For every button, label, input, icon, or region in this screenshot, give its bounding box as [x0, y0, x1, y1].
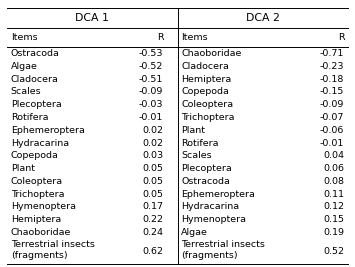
- Text: Items: Items: [181, 33, 208, 42]
- Text: -0.06: -0.06: [320, 126, 344, 135]
- Text: 0.02: 0.02: [142, 126, 163, 135]
- Text: -0.09: -0.09: [139, 88, 163, 96]
- Text: 0.05: 0.05: [142, 190, 163, 199]
- Text: Chaoboridae: Chaoboridae: [11, 228, 71, 237]
- Text: -0.71: -0.71: [320, 49, 344, 58]
- Text: -0.53: -0.53: [139, 49, 163, 58]
- Text: -0.01: -0.01: [139, 113, 163, 122]
- Text: Plant: Plant: [11, 164, 35, 173]
- Text: 0.04: 0.04: [323, 151, 344, 160]
- Text: 0.24: 0.24: [142, 228, 163, 237]
- Text: Trichoptera: Trichoptera: [181, 113, 235, 122]
- Text: Ostracoda: Ostracoda: [11, 49, 60, 58]
- Text: -0.07: -0.07: [320, 113, 344, 122]
- Text: Hymenoptera: Hymenoptera: [11, 202, 76, 211]
- Text: Chaoboridae: Chaoboridae: [181, 49, 241, 58]
- Text: Terrestrial insects
(fragments): Terrestrial insects (fragments): [11, 240, 94, 260]
- Text: 0.12: 0.12: [323, 202, 344, 211]
- Text: DCA 1: DCA 1: [75, 13, 109, 23]
- Text: 0.19: 0.19: [323, 228, 344, 237]
- Text: Plecoptera: Plecoptera: [11, 100, 61, 109]
- Text: -0.52: -0.52: [139, 62, 163, 71]
- Text: Cladocera: Cladocera: [181, 62, 229, 71]
- Text: -0.09: -0.09: [320, 100, 344, 109]
- Text: Plecoptera: Plecoptera: [181, 164, 232, 173]
- Text: -0.18: -0.18: [320, 75, 344, 84]
- Text: -0.23: -0.23: [320, 62, 344, 71]
- Text: -0.15: -0.15: [320, 88, 344, 96]
- Text: Algae: Algae: [11, 62, 38, 71]
- Text: Coleoptera: Coleoptera: [181, 100, 233, 109]
- Text: Copepoda: Copepoda: [181, 88, 229, 96]
- Text: 0.05: 0.05: [142, 177, 163, 186]
- Text: Copepoda: Copepoda: [11, 151, 59, 160]
- Text: -0.03: -0.03: [139, 100, 163, 109]
- Text: R: R: [338, 33, 344, 42]
- Text: 0.05: 0.05: [142, 164, 163, 173]
- Text: 0.02: 0.02: [142, 139, 163, 148]
- Text: Hemiptera: Hemiptera: [11, 215, 61, 224]
- Text: Ephemeroptera: Ephemeroptera: [11, 126, 84, 135]
- Text: Cladocera: Cladocera: [11, 75, 59, 84]
- Text: Rotifera: Rotifera: [11, 113, 48, 122]
- Text: Scales: Scales: [11, 88, 41, 96]
- Text: 0.06: 0.06: [323, 164, 344, 173]
- Text: 0.11: 0.11: [323, 190, 344, 199]
- Text: 0.08: 0.08: [323, 177, 344, 186]
- Text: -0.01: -0.01: [320, 139, 344, 148]
- Text: Ephemeroptera: Ephemeroptera: [181, 190, 255, 199]
- Text: Coleoptera: Coleoptera: [11, 177, 63, 186]
- Text: 0.52: 0.52: [323, 247, 344, 256]
- Text: Terrestrial insects
(fragments): Terrestrial insects (fragments): [181, 240, 265, 260]
- Text: Hydracarina: Hydracarina: [181, 202, 239, 211]
- Text: Rotifera: Rotifera: [181, 139, 219, 148]
- Text: 0.62: 0.62: [142, 247, 163, 256]
- Text: 0.03: 0.03: [142, 151, 163, 160]
- Text: Hymenoptera: Hymenoptera: [181, 215, 246, 224]
- Text: Trichoptera: Trichoptera: [11, 190, 64, 199]
- Text: Ostracoda: Ostracoda: [181, 177, 230, 186]
- Text: Hemiptera: Hemiptera: [181, 75, 231, 84]
- Text: Plant: Plant: [181, 126, 205, 135]
- Text: Items: Items: [11, 33, 37, 42]
- Text: 0.15: 0.15: [323, 215, 344, 224]
- Text: Algae: Algae: [181, 228, 208, 237]
- Text: 0.22: 0.22: [142, 215, 163, 224]
- Text: -0.51: -0.51: [139, 75, 163, 84]
- Text: DCA 2: DCA 2: [246, 13, 280, 23]
- Text: 0.17: 0.17: [142, 202, 163, 211]
- Text: R: R: [157, 33, 163, 42]
- Text: Hydracarina: Hydracarina: [11, 139, 69, 148]
- Text: Scales: Scales: [181, 151, 212, 160]
